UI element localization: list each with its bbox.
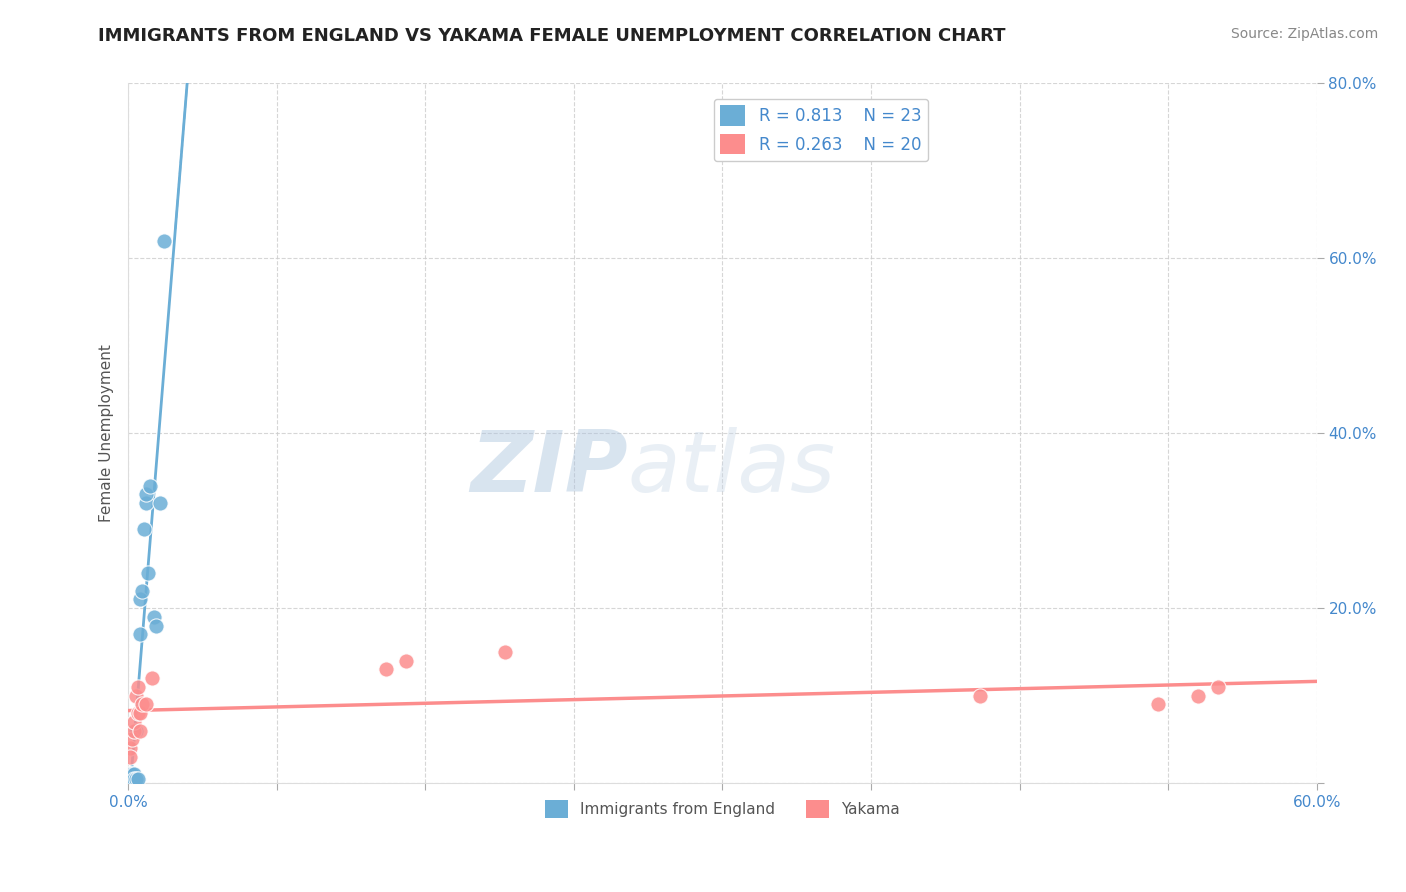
Point	[120, 772, 142, 786]
Point	[131, 698, 153, 712]
Point	[122, 772, 145, 786]
Point	[127, 706, 149, 720]
Point	[120, 772, 142, 786]
Point	[125, 689, 148, 703]
Point	[121, 767, 143, 781]
Point	[127, 680, 149, 694]
Point	[394, 654, 416, 668]
Point	[136, 566, 159, 581]
Text: atlas: atlas	[627, 426, 835, 509]
Point	[120, 767, 142, 781]
Point	[125, 772, 148, 786]
Point	[145, 618, 167, 632]
Point	[121, 732, 143, 747]
Point	[122, 767, 145, 781]
Point	[139, 479, 162, 493]
Point	[129, 706, 152, 720]
Point	[122, 723, 145, 738]
Point	[1147, 698, 1170, 712]
Point	[120, 749, 142, 764]
Point	[149, 496, 172, 510]
Point	[118, 767, 141, 781]
Point	[1187, 689, 1209, 703]
Point	[135, 496, 157, 510]
Legend: Immigrants from England, Yakama: Immigrants from England, Yakama	[538, 794, 905, 824]
Point	[969, 689, 991, 703]
Point	[153, 234, 176, 248]
Point	[121, 772, 143, 786]
Text: IMMIGRANTS FROM ENGLAND VS YAKAMA FEMALE UNEMPLOYMENT CORRELATION CHART: IMMIGRANTS FROM ENGLAND VS YAKAMA FEMALE…	[98, 27, 1005, 45]
Point	[122, 714, 145, 729]
Point	[135, 487, 157, 501]
Point	[141, 671, 163, 685]
Point	[135, 698, 157, 712]
Y-axis label: Female Unemployment: Female Unemployment	[100, 344, 114, 522]
Point	[120, 741, 142, 756]
Point	[129, 592, 152, 607]
Point	[125, 723, 148, 738]
Text: ZIP: ZIP	[470, 426, 627, 509]
Point	[132, 523, 155, 537]
Point	[129, 627, 152, 641]
Point	[127, 772, 149, 786]
Point	[494, 645, 516, 659]
Point	[374, 662, 396, 676]
Point	[131, 583, 153, 598]
Point	[1206, 680, 1229, 694]
Text: Source: ZipAtlas.com: Source: ZipAtlas.com	[1230, 27, 1378, 41]
Point	[143, 610, 166, 624]
Point	[129, 723, 152, 738]
